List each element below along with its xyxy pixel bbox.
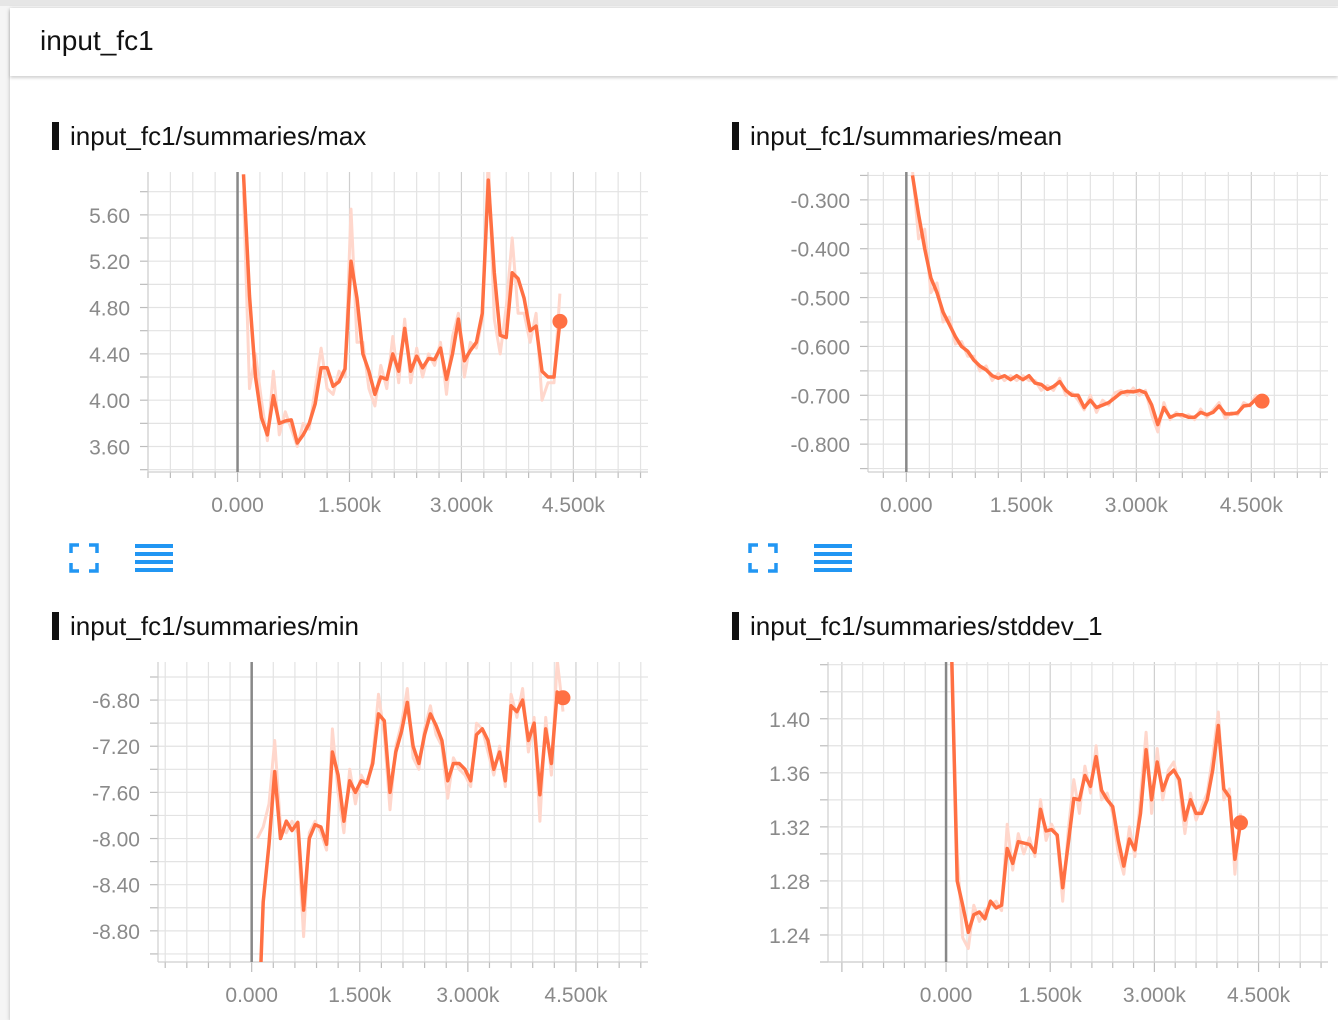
fit-domain-button-mean[interactable] [743, 538, 783, 578]
title-bar-marker [52, 612, 59, 640]
chart-title-stddev: input_fc1/summaries/stddev_1 [732, 611, 1103, 641]
chart-title-text: input_fc1/summaries/stddev_1 [750, 611, 1103, 641]
chart-title-text: input_fc1/summaries/min [70, 611, 359, 641]
log-scale-button-max[interactable] [134, 538, 174, 578]
chart-title-text: input_fc1/summaries/max [70, 121, 367, 151]
chart-title-min: input_fc1/summaries/min [52, 611, 359, 641]
log-scale-button-mean[interactable] [813, 538, 853, 578]
chart-title-max: input_fc1/summaries/max [52, 121, 366, 151]
fit-to-domain-icon [69, 543, 99, 573]
chart-title-text: input_fc1/summaries/mean [750, 121, 1063, 151]
log-scale-lines-icon [135, 544, 173, 572]
card-title: input_fc1 [40, 25, 154, 56]
fit-domain-button-max[interactable] [64, 538, 104, 578]
title-bar-marker [732, 612, 739, 640]
top-strip [0, 0, 1338, 6]
category-card: input_fc1 [10, 8, 1338, 1020]
title-bar-marker [52, 122, 59, 150]
chart-title-mean: input_fc1/summaries/mean [732, 121, 1062, 151]
log-scale-lines-icon [814, 544, 852, 572]
card-header[interactable]: input_fc1 [10, 8, 1338, 76]
title-bar-marker [732, 122, 739, 150]
fit-to-domain-icon [748, 543, 778, 573]
